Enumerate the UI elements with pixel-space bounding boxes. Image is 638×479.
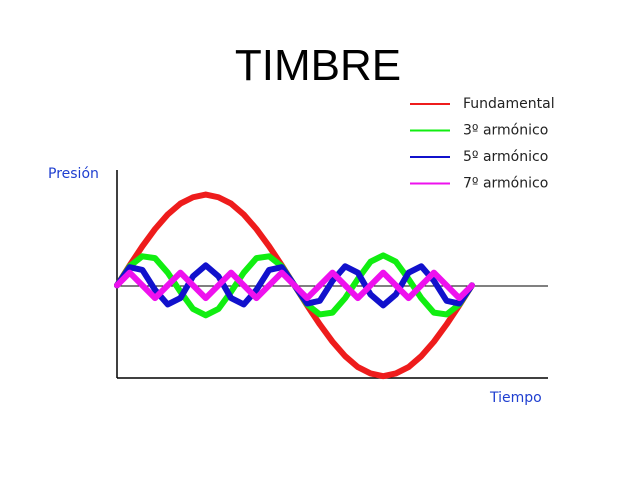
legend-label: 3º armónico bbox=[463, 123, 548, 139]
chart-title: TIMBRE bbox=[235, 41, 401, 90]
legend-label: 7º armónico bbox=[463, 176, 548, 192]
legend-label: Fundamental bbox=[463, 96, 555, 112]
legend-label: 5º armónico bbox=[463, 149, 548, 165]
series-line bbox=[114, 269, 475, 302]
y-axis-label: Presión bbox=[48, 166, 99, 182]
x-axis-label: Tiempo bbox=[489, 390, 542, 406]
